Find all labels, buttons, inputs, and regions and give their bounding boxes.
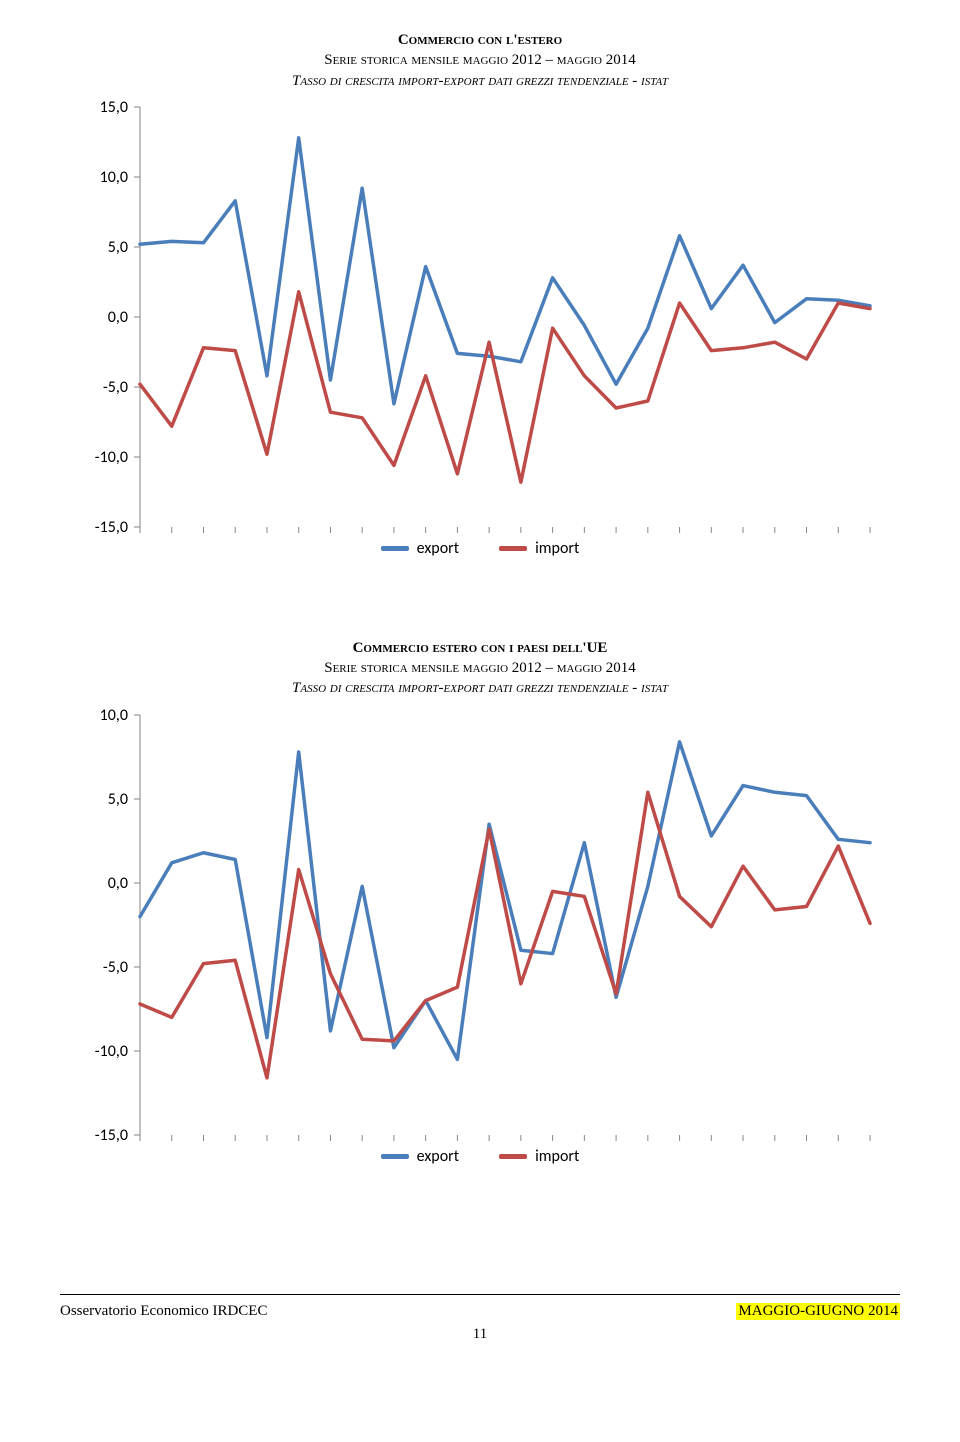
svg-text:0,0: 0,0 xyxy=(108,308,128,327)
page-footer: Osservatorio Economico IRDCEC MAGGIO-GIU… xyxy=(60,1286,900,1343)
chart2-legend-export: export xyxy=(381,1147,459,1166)
svg-text:-5,0: -5,0 xyxy=(103,958,128,977)
svg-text:10,0: 10,0 xyxy=(100,168,128,187)
legend-swatch-import xyxy=(499,546,527,551)
legend-label-export: export xyxy=(417,1147,459,1166)
footer-rule xyxy=(60,1294,900,1295)
svg-text:15,0: 15,0 xyxy=(100,98,128,117)
svg-text:-5,0: -5,0 xyxy=(103,378,128,397)
chart1-title: Commercio con l'estero Serie storica men… xyxy=(60,30,900,91)
footer-left: Osservatorio Economico IRDCEC xyxy=(60,1303,267,1320)
chart2-title-line2: Serie storica mensile maggio 2012 – magg… xyxy=(60,658,900,678)
svg-text:-10,0: -10,0 xyxy=(95,1042,128,1061)
chart2-title-line1: Commercio estero con i paesi dell'UE xyxy=(60,638,900,658)
chart2-plot: -15,0 -10,0 -5,0 0,0 5,0 10,0 xyxy=(70,705,890,1145)
footer-right: MAGGIO-GIUGNO 2014 xyxy=(736,1303,900,1320)
legend-label-export: export xyxy=(417,539,459,558)
footer-page-number: 11 xyxy=(60,1326,900,1343)
chart2-legend: export import xyxy=(60,1147,900,1166)
chart1-legend-export: export xyxy=(381,539,459,558)
svg-text:0,0: 0,0 xyxy=(108,874,128,893)
svg-text:-15,0: -15,0 xyxy=(95,518,128,537)
chart1-title-line2: Serie storica mensile maggio 2012 – magg… xyxy=(60,50,900,70)
legend-swatch-import xyxy=(499,1154,527,1159)
chart1-title-line1: Commercio con l'estero xyxy=(60,30,900,50)
chart1-legend: export import xyxy=(60,539,900,558)
svg-text:-15,0: -15,0 xyxy=(95,1126,128,1145)
legend-swatch-export xyxy=(381,546,409,551)
svg-text:5,0: 5,0 xyxy=(108,238,128,257)
legend-swatch-export xyxy=(381,1154,409,1159)
svg-text:-10,0: -10,0 xyxy=(95,448,128,467)
chart1-plot: -15,0 -10,0 -5,0 0,0 5,0 10,0 15,0 xyxy=(70,97,890,537)
legend-label-import: import xyxy=(535,1147,579,1166)
chart2-title-line3: Tasso di crescita import-export dati gre… xyxy=(60,678,900,698)
chart1-legend-import: import xyxy=(499,539,579,558)
svg-text:10,0: 10,0 xyxy=(100,706,128,725)
legend-label-import: import xyxy=(535,539,579,558)
chart2-title: Commercio estero con i paesi dell'UE Ser… xyxy=(60,638,900,699)
page: Commercio con l'estero Serie storica men… xyxy=(0,0,960,1343)
chart1-title-line3: Tasso di crescita import-export dati gre… xyxy=(60,71,900,91)
chart2-legend-import: import xyxy=(499,1147,579,1166)
svg-text:5,0: 5,0 xyxy=(108,790,128,809)
